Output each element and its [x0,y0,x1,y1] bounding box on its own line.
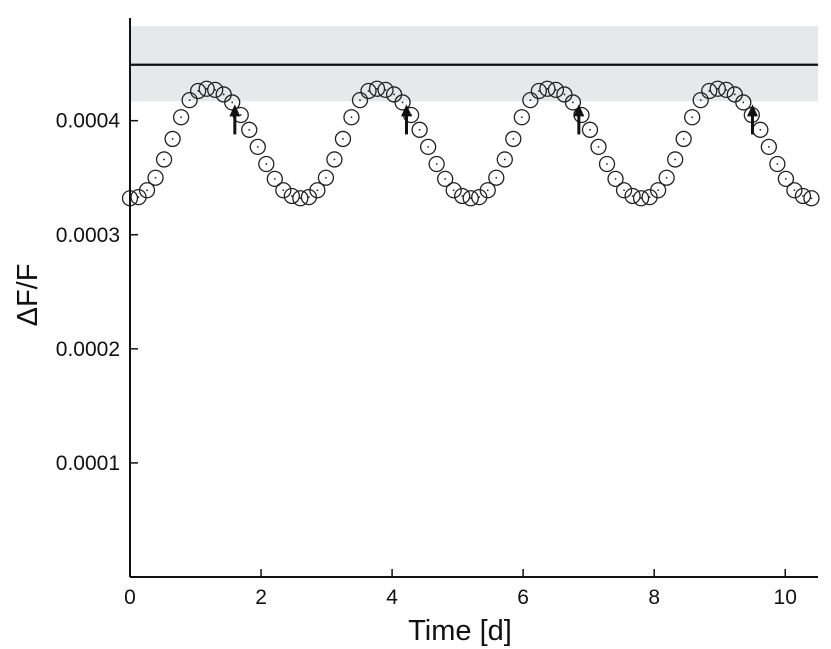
tick-labels: 0 2 4 6 8 10 0.0001 0.0002 0.0003 0.0004 [56,110,797,609]
data-point [164,130,181,148]
axes [129,18,818,578]
data-point [505,130,522,148]
data-point [224,94,241,111]
y-axis-label: ΔF/F [12,264,44,327]
data-point [258,155,275,173]
data-point [275,182,292,199]
data-point [598,155,616,173]
y-tick-label: 0.0002 [56,338,120,361]
data-point [564,94,582,111]
data-point [155,151,173,168]
data-point [590,138,607,156]
y-tick-label: 0.0004 [56,110,121,133]
data-point [624,187,641,205]
data-point [479,182,496,199]
arrow-marker [229,104,241,135]
data-point [692,91,709,109]
data-point [181,91,198,109]
arrow-markers [229,104,758,135]
data-point [411,121,428,138]
data-point [172,109,190,126]
data-point [615,182,633,199]
data-point [530,82,548,100]
data-point [794,187,812,205]
data-point [283,187,300,205]
data-point [189,82,207,100]
data-point [419,138,437,156]
data-point [667,151,684,168]
data-point [658,169,675,186]
arrow-marker [401,104,413,135]
data-point [513,109,530,126]
data-point [266,170,283,188]
data-point [735,94,752,111]
data-point [803,190,820,207]
data-point [496,151,513,168]
x-axis-label: Time [d] [408,615,512,647]
data-point [445,182,462,199]
data-point [249,138,266,156]
data-point [351,91,369,109]
arrow-marker [746,104,758,135]
data-point [377,81,394,99]
data-point [547,81,565,99]
data-point [786,182,803,199]
data-point [454,187,471,205]
data-point [760,138,778,156]
data-point [777,170,795,188]
data-point [649,182,667,199]
data-point [437,170,454,188]
data-point [607,170,624,188]
data-point [207,81,224,99]
data-point [718,81,735,99]
shaded-band-layer [130,25,818,102]
data-points [121,80,820,207]
data-point [769,155,786,173]
data-point [522,91,539,109]
data-point [326,151,343,168]
x-tick-label: 8 [648,586,660,609]
data-point [581,121,599,138]
data-point [334,130,352,148]
x-tick-label: 0 [124,586,136,609]
data-point [675,130,692,148]
data-point [701,82,718,100]
data-point [488,169,505,186]
data-point [309,182,326,199]
data-point [394,94,411,111]
arrow-marker [573,104,585,135]
data-point [241,121,258,138]
x-tick-label: 10 [774,586,797,609]
data-point [147,169,164,186]
x-tick-label: 6 [517,586,529,609]
data-point [317,169,335,186]
x-tick-label: 2 [255,586,267,609]
y-tick-label: 0.0003 [56,224,120,247]
shaded-band [130,25,818,102]
data-point [343,109,360,126]
data-point [428,155,445,173]
data-point [138,182,156,199]
data-point [684,109,701,126]
y-tick-label: 0.0001 [56,452,120,475]
x-tick-label: 4 [386,586,398,609]
data-point [752,121,769,138]
data-point [360,82,377,100]
